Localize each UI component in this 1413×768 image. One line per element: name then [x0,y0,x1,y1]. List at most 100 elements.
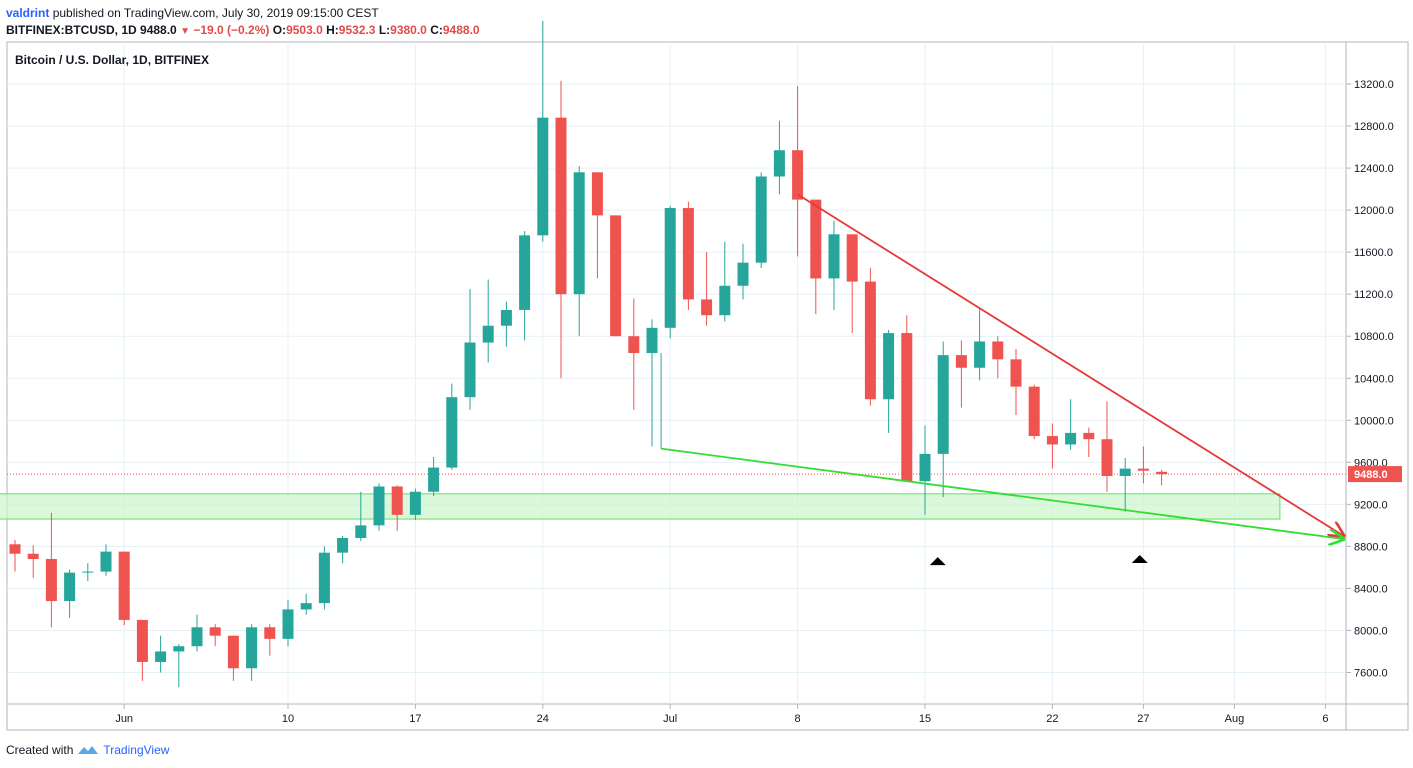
author-link[interactable]: valdrint [6,6,50,20]
candle-body [992,341,1004,360]
candle-body [155,651,167,662]
up-arrow-icon [929,557,946,566]
candle-body [773,150,785,177]
candle-body [246,627,258,669]
candle-body [1010,359,1022,387]
x-tick-label: 8 [795,713,801,725]
candle-body [318,552,330,604]
y-tick-label: 7600.0 [1354,667,1388,679]
y-tick-label: 13200.0 [1354,79,1394,91]
candle-body [628,336,640,354]
candle-body [45,558,57,602]
support-zone [0,493,1281,520]
candle-body [737,262,749,286]
candle-body [701,299,713,316]
x-tick-label: 6 [1322,713,1328,725]
tradingview-logo-icon [78,746,99,754]
x-tick-label: Aug [1225,713,1245,725]
last-price-badge-label: 9488.0 [1354,469,1388,481]
candle-body [1065,432,1077,445]
candle-body [373,486,385,526]
x-tick-label: Jul [663,713,677,725]
candle-body [755,176,767,263]
x-tick-label: 27 [1137,713,1149,725]
y-tick-label: 8000.0 [1354,625,1388,637]
y-tick-label: 10000.0 [1354,415,1394,427]
x-tick-label: 22 [1046,713,1058,725]
candle-body [537,117,549,236]
candle-body [1028,386,1040,437]
candle-body [355,525,367,538]
candle-body [519,235,531,310]
candle-body [428,467,440,492]
up-arrow-icon [1131,554,1148,563]
candle-body [1046,436,1058,445]
symbol-info: BITFINEX:BTCUSD, 1D 9488.0 ▼ −19.0 (−0.2… [6,22,480,40]
candlestick-chart[interactable]: 7600.08000.08400.08800.09200.09600.01000… [0,0,1413,740]
candle-body [136,619,148,662]
chart-title: Bitcoin / U.S. Dollar, 1D, BITFINEX [15,53,209,67]
support-trendline [660,447,1344,539]
x-tick-label: 15 [919,713,931,725]
created-with-text: Created with [6,743,74,757]
candle-body [555,117,567,295]
low-value: 9380.0 [390,23,427,37]
close-label: C: [430,23,443,37]
y-tick-label: 12000.0 [1354,205,1394,217]
candle-body [446,397,458,468]
candle-body [974,341,986,368]
close-value: 9488.0 [442,23,480,37]
candle-body [209,627,221,636]
candle-body [482,325,494,343]
candle-body [1156,471,1168,475]
publish-info: valdrint published on TradingView.com, J… [6,5,379,21]
candle-body [901,333,913,482]
y-tick-label: 11600.0 [1354,247,1393,259]
open-value: 9503.0 [286,23,323,37]
tradingview-brand[interactable]: TradingView [103,743,170,757]
candle-body [1119,468,1131,476]
x-tick-label: 10 [282,713,294,725]
low-label: L: [378,23,391,37]
candle-body [64,572,76,602]
x-tick-label: Jun [115,713,133,725]
candle-body [664,208,676,328]
last-price-badge [1348,466,1402,483]
candle-body [409,491,421,515]
candle-body [1083,432,1095,440]
last-price: 9488.0 [140,23,177,37]
price-change: −19.0 (−0.2%) [193,23,270,37]
plot-area [7,42,1346,704]
footer: Created with TradingView [6,742,169,758]
x-tick-label: 17 [409,713,421,725]
high-value: 9532.3 [338,23,376,37]
y-tick-label: 8400.0 [1354,583,1388,595]
candle-body [27,553,39,559]
high-label: H: [326,23,339,37]
candle-body [1137,468,1149,471]
candle-body [300,603,312,610]
y-tick-label: 9200.0 [1354,499,1388,511]
candle-body [191,627,203,647]
open-label: O: [272,23,287,37]
candle-body [864,281,876,400]
publish-text: published on TradingView.com, July 30, 2… [52,6,379,20]
candle-body [9,544,21,554]
candle-body [955,355,967,368]
candle-body [919,453,931,482]
y-tick-label: 10800.0 [1354,331,1394,343]
candle-body [391,486,403,515]
candle-body [1101,439,1113,476]
candle-body [264,627,276,639]
candle-body [810,199,822,279]
candle-body [937,355,949,454]
candle-body [100,551,112,572]
candle-body [464,342,476,398]
y-tick-label: 12400.0 [1354,163,1394,175]
candle-body [846,234,858,282]
candle-body [500,309,512,326]
candle-body [337,537,349,553]
resistance-trendline [797,193,1344,536]
candle-body [792,150,804,200]
y-tick-label: 11200.0 [1354,289,1393,301]
